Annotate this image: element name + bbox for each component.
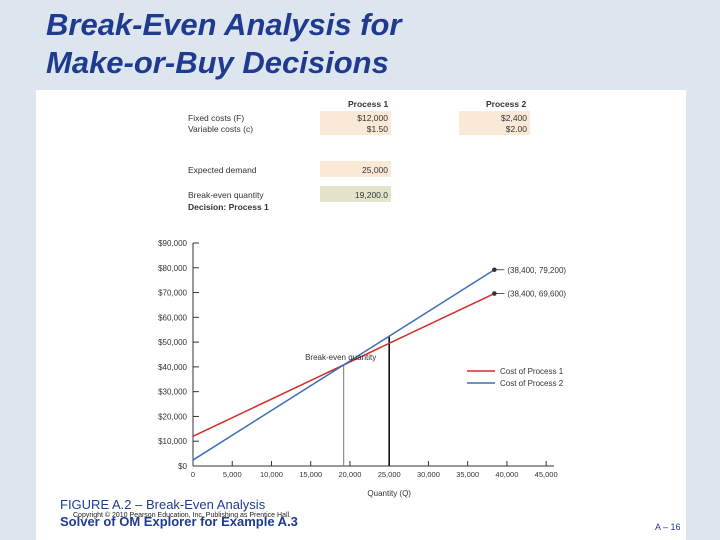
x-tick-label: 45,000 xyxy=(535,470,558,479)
p1-cost-cell xyxy=(320,111,391,135)
breakeven-quantity-label: Break-even quantity xyxy=(188,190,264,200)
p1-fixed-value: $12,000 xyxy=(357,113,388,123)
y-tick-label: $10,000 xyxy=(158,437,187,446)
p2-variable-value: $2.00 xyxy=(505,124,527,134)
y-tick-label: $0 xyxy=(178,462,187,471)
x-tick-label: 20,000 xyxy=(338,470,361,479)
y-tick-label: $80,000 xyxy=(158,264,187,273)
demand-cell xyxy=(320,161,391,177)
legend-label: Cost of Process 2 xyxy=(500,379,564,388)
y-tick-label: $50,000 xyxy=(158,338,187,347)
decision-label: Decision: Process 1 xyxy=(188,202,269,212)
legend-label: Cost of Process 1 xyxy=(500,367,564,376)
y-tick-label: $20,000 xyxy=(158,412,187,421)
expected-demand-label: Expected demand xyxy=(188,165,257,175)
p2-fixed-value: $2,400 xyxy=(501,113,527,123)
breakeven-annotation: Break-even quantity xyxy=(305,353,376,362)
figure-caption: FIGURE A.2 – Break-Even Analysis xyxy=(60,497,266,512)
x-tick-label: 5,000 xyxy=(223,470,242,479)
page-number: A – 16 xyxy=(655,522,681,532)
y-tick-label: $30,000 xyxy=(158,388,187,397)
expected-demand-value: 25,000 xyxy=(362,165,388,175)
x-tick-label: 35,000 xyxy=(456,470,479,479)
slide-title-line2: Make-or-Buy Decisions xyxy=(46,45,389,80)
process1-header: Process 1 xyxy=(348,99,389,109)
slide-title-line1: Break-Even Analysis for xyxy=(46,7,402,42)
x-axis-label: Quantity (Q) xyxy=(367,489,411,498)
breakeven-quantity-value: 19,200.0 xyxy=(354,190,388,200)
endpoint-label: (38,400, 79,200) xyxy=(507,266,566,275)
copyright-notice: Copyright © 2010 Pearson Education, Inc.… xyxy=(73,512,292,519)
slide-title: Break-Even Analysis for Make-or-Buy Deci… xyxy=(46,6,402,82)
process2-header: Process 2 xyxy=(486,99,527,109)
y-tick-label: $70,000 xyxy=(158,289,187,298)
fixed-costs-label: Fixed costs (F) xyxy=(188,113,245,123)
p2-cost-cell xyxy=(459,111,530,135)
x-tick-label: 10,000 xyxy=(260,470,283,479)
y-tick-label: $40,000 xyxy=(158,363,187,372)
variable-costs-label: Variable costs (c) xyxy=(188,124,254,134)
endpoint-label: (38,400, 69,600) xyxy=(507,290,566,299)
x-tick-label: 40,000 xyxy=(495,470,518,479)
breakeven-cell xyxy=(320,186,391,202)
x-tick-label: 15,000 xyxy=(299,470,322,479)
y-tick-label: $60,000 xyxy=(158,313,187,322)
x-tick-label: 30,000 xyxy=(417,470,440,479)
p1-variable-value: $1.50 xyxy=(366,124,388,134)
solver-table: Process 1 Process 2 Fixed costs (F) Vari… xyxy=(0,0,720,220)
figure-subcaption: Solver of OM Explorer for Example A.3 xyxy=(60,514,298,529)
y-tick-label: $90,000 xyxy=(158,239,187,248)
x-tick-label: 0 xyxy=(191,470,195,479)
process2-cost-line xyxy=(192,269,495,461)
x-tick-label: 25,000 xyxy=(378,470,401,479)
